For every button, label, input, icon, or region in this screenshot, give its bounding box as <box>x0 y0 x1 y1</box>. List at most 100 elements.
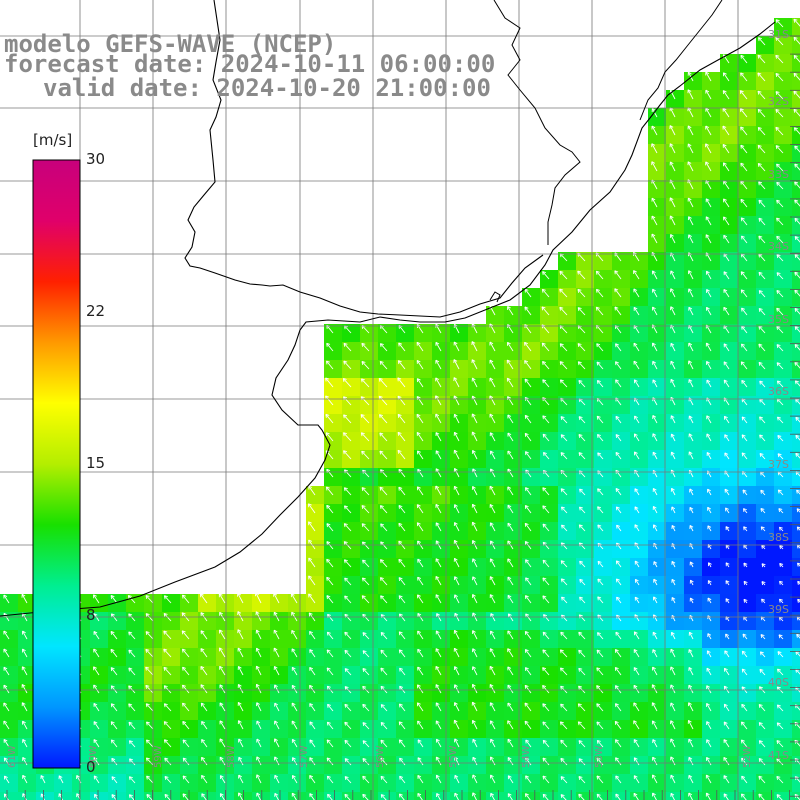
wind-speed-cell <box>468 522 487 541</box>
wind-speed-cell <box>558 594 577 613</box>
wind-speed-cell <box>108 720 127 739</box>
wind-speed-cell <box>738 306 757 325</box>
wind-speed-cell <box>720 576 739 595</box>
wind-speed-cell <box>792 144 800 163</box>
wind-speed-cell <box>288 684 307 703</box>
wind-speed-cell <box>396 756 415 775</box>
wind-speed-cell <box>216 630 235 649</box>
wind-speed-cell <box>252 792 271 800</box>
wind-speed-cell <box>396 324 415 343</box>
wind-speed-cell <box>306 504 325 523</box>
wind-speed-cell <box>522 720 541 739</box>
lat-label: 37S <box>768 458 789 471</box>
wind-speed-cell <box>630 702 649 721</box>
wind-speed-cell <box>468 720 487 739</box>
wind-speed-cell <box>450 540 469 559</box>
wind-speed-cell <box>720 162 739 181</box>
wind-speed-cell <box>288 648 307 667</box>
colorbar-scale <box>32 159 81 769</box>
wind-speed-cell <box>522 324 541 343</box>
wind-vector <box>740 72 748 82</box>
wind-speed-cell <box>792 180 800 199</box>
wind-speed-cell <box>234 612 253 631</box>
wind-speed-cell <box>414 432 433 451</box>
wind-speed-cell <box>288 612 307 631</box>
wind-speed-cell <box>792 90 800 109</box>
wind-speed-cell <box>288 792 307 800</box>
wind-speed-cell <box>396 522 415 541</box>
wind-speed-cell <box>36 792 55 800</box>
valid-date: valid date: 2024-10-20 21:00:00 <box>43 74 491 102</box>
wind-speed-cell <box>432 522 451 541</box>
wind-speed-cell <box>720 270 739 289</box>
wind-speed-cell <box>720 612 739 631</box>
wind-speed-cell <box>594 774 613 793</box>
wind-speed-cell <box>666 702 685 721</box>
wind-speed-cell <box>378 630 397 649</box>
wind-speed-cell <box>702 684 721 703</box>
wind-speed-cell <box>558 504 577 523</box>
wind-speed-cell <box>612 522 631 541</box>
wind-speed-cell <box>522 792 541 800</box>
wind-speed-cell <box>702 702 721 721</box>
wind-speed-cell <box>702 288 721 307</box>
wind-speed-cell <box>720 486 739 505</box>
wind-speed-cell <box>486 702 505 721</box>
wind-speed-cell <box>792 486 800 505</box>
wind-speed-cell <box>468 432 487 451</box>
wind-speed-cell <box>450 594 469 613</box>
wind-speed-cell <box>738 216 757 235</box>
wind-speed-cell <box>774 576 793 595</box>
wind-speed-cell <box>414 558 433 577</box>
wind-vector <box>705 71 712 82</box>
wind-speed-cell <box>432 450 451 469</box>
wind-speed-cell <box>324 558 343 577</box>
wind-vector <box>775 19 784 28</box>
wind-speed-cell <box>648 324 667 343</box>
wind-speed-cell <box>792 594 800 613</box>
wind-speed-cell <box>0 666 19 685</box>
wind-speed-cell <box>432 360 451 379</box>
wind-speed-cell <box>234 684 253 703</box>
wind-speed-cell <box>540 594 559 613</box>
wind-speed-cell <box>792 126 800 145</box>
wind-speed-cell <box>684 360 703 379</box>
wind-speed-cell <box>684 558 703 577</box>
wind-speed-cell <box>738 486 757 505</box>
wind-speed-cell <box>432 378 451 397</box>
wind-speed-cell <box>486 648 505 667</box>
wind-speed-cell <box>522 468 541 487</box>
wind-speed-cell <box>468 540 487 559</box>
wind-speed-cell <box>738 234 757 253</box>
wind-speed-cell <box>450 702 469 721</box>
wind-speed-cell <box>792 324 800 343</box>
wind-speed-cell <box>774 648 793 667</box>
wind-speed-cell <box>522 702 541 721</box>
wind-speed-cell <box>720 792 739 800</box>
wind-speed-cell <box>234 720 253 739</box>
lon-label: 52W <box>742 745 753 768</box>
wind-speed-cell <box>612 378 631 397</box>
wind-speed-cell <box>324 486 343 505</box>
wind-speed-cell <box>396 738 415 757</box>
wind-speed-cell <box>414 504 433 523</box>
wind-speed-cell <box>0 648 19 667</box>
wind-speed-cell <box>648 594 667 613</box>
wind-speed-cell <box>792 396 800 415</box>
wind-speed-cell <box>306 558 325 577</box>
wind-speed-cell <box>648 702 667 721</box>
wind-speed-cell <box>558 612 577 631</box>
wind-speed-cell <box>414 486 433 505</box>
wind-speed-cell <box>432 486 451 505</box>
wind-speed-cell <box>378 612 397 631</box>
wind-speed-cell <box>594 432 613 451</box>
wind-speed-cell <box>756 702 775 721</box>
wind-speed-cell <box>18 648 37 667</box>
wind-speed-cell <box>774 630 793 649</box>
wind-speed-cell <box>0 702 19 721</box>
wind-speed-cell <box>702 342 721 361</box>
wind-speed-cell <box>756 486 775 505</box>
wind-speed-cell <box>306 684 325 703</box>
wind-speed-cell <box>792 630 800 649</box>
wind-speed-cell <box>180 774 199 793</box>
